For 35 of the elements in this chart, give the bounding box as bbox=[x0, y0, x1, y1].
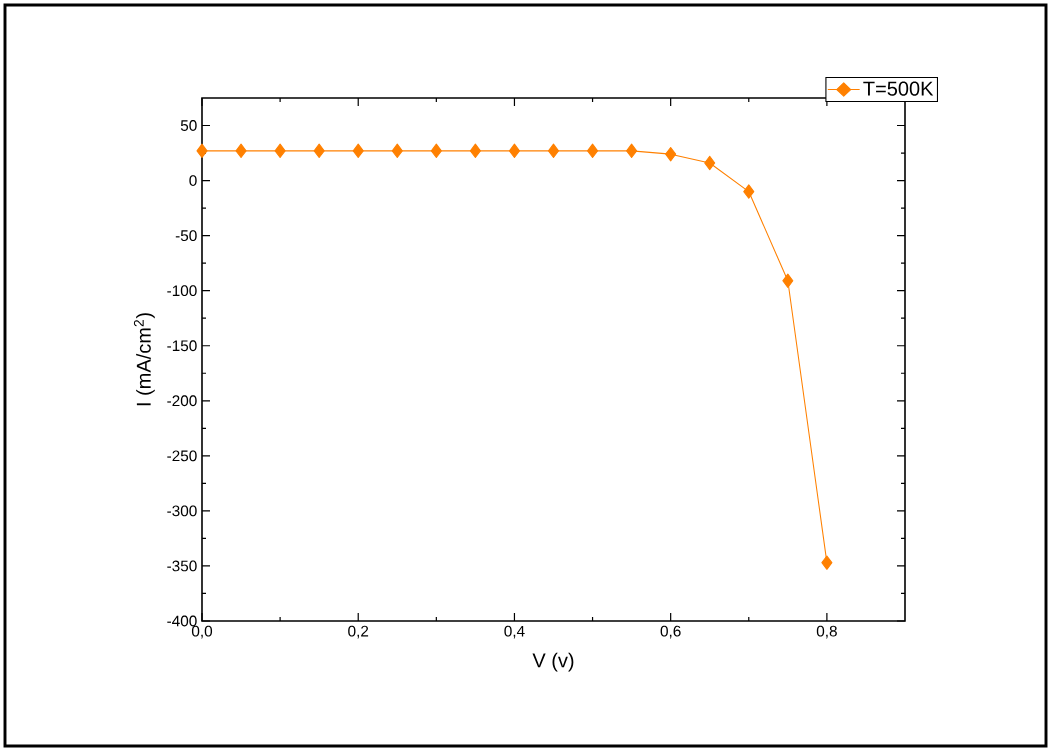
x-axis-title: V (v) bbox=[532, 652, 574, 672]
point bbox=[626, 143, 638, 159]
point bbox=[665, 146, 677, 162]
point bbox=[508, 143, 520, 159]
point bbox=[235, 143, 247, 159]
x-tick-label: 0,0 bbox=[191, 625, 213, 639]
y-tick-label: -400 bbox=[167, 615, 197, 627]
point bbox=[352, 143, 364, 159]
point bbox=[704, 155, 716, 171]
y-tick-label: -200 bbox=[167, 395, 197, 407]
point bbox=[587, 143, 599, 159]
x-tick-label: 0,4 bbox=[504, 625, 525, 639]
point bbox=[274, 143, 286, 159]
point bbox=[469, 143, 481, 159]
y-tick-label: -250 bbox=[167, 450, 197, 462]
point bbox=[821, 555, 833, 570]
x-tick-label: 0,6 bbox=[660, 625, 681, 639]
point bbox=[782, 273, 794, 288]
y-tick-label: -350 bbox=[167, 560, 197, 572]
point bbox=[196, 143, 208, 159]
y-tick-label: 0 bbox=[189, 175, 197, 186]
y-axis-title: I (mA/cm$^{2}$) bbox=[133, 313, 155, 406]
x-tick-label: 0,2 bbox=[348, 625, 369, 639]
point bbox=[743, 184, 755, 199]
x-tick-label: 0,8 bbox=[816, 625, 837, 639]
y-tick-label: -100 bbox=[167, 285, 197, 297]
legend-label: T=500K bbox=[863, 81, 934, 96]
point bbox=[430, 143, 442, 159]
point bbox=[547, 143, 560, 159]
point bbox=[313, 143, 325, 159]
y-tick-label: 50 bbox=[180, 120, 197, 131]
y-tick-label: -50 bbox=[175, 230, 197, 242]
y-tick-label: -150 bbox=[167, 340, 197, 352]
point bbox=[391, 143, 403, 159]
y-tick-label: -300 bbox=[167, 505, 197, 517]
